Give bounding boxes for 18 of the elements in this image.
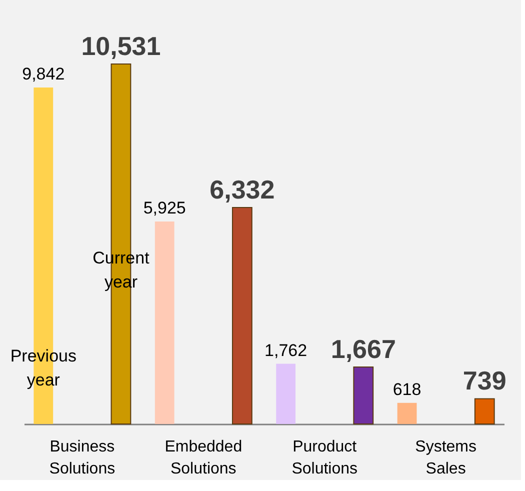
x-tick-label: Business Solutions	[49, 438, 116, 478]
x-tick-label: Systems Sales	[415, 438, 476, 478]
bar	[474, 398, 495, 424]
bar	[232, 207, 252, 424]
data-label: 1,667	[330, 334, 396, 364]
data-label: 9,842	[22, 64, 65, 84]
data-label: 10,531	[81, 31, 161, 61]
bar	[276, 364, 296, 424]
x-tick-label: Embedded Solutions	[164, 438, 242, 478]
bar	[353, 366, 374, 424]
data-label: 1,762	[264, 340, 308, 360]
data-label: 618	[392, 380, 422, 399]
bar	[397, 402, 417, 424]
data-label: 5,925	[143, 198, 186, 218]
x-tick-label: Puroduct Solutions	[292, 438, 358, 478]
bar	[154, 221, 174, 424]
data-label: 6,332	[210, 174, 275, 205]
data-label: 739	[462, 366, 506, 396]
